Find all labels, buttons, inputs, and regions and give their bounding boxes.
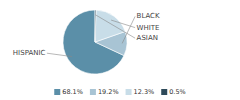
legend-label: 19.2% bbox=[98, 88, 119, 96]
leader-line bbox=[47, 53, 72, 56]
slice-label: BLACK bbox=[137, 12, 160, 20]
legend-swatch bbox=[126, 89, 132, 95]
slice-label: WHITE bbox=[137, 24, 160, 32]
legend-swatch bbox=[90, 89, 96, 95]
pie-slice bbox=[95, 10, 125, 42]
legend-label: 0.5% bbox=[169, 88, 186, 96]
legend: 68.1% 19.2% 12.3% 0.5% bbox=[54, 88, 185, 96]
leader-line bbox=[95, 15, 135, 38]
chart: HISPANIC BLACK WHITE ASIAN 68.1% 19.2% 12.3% 0.… bbox=[0, 0, 240, 100]
slice-label: ASIAN bbox=[137, 34, 158, 42]
slice-label: HISPANIC bbox=[13, 49, 46, 57]
leader-line bbox=[122, 16, 135, 43]
legend-swatch bbox=[161, 89, 167, 95]
legend-label: 68.1% bbox=[62, 88, 83, 96]
legend-swatch bbox=[54, 89, 60, 95]
pie bbox=[63, 10, 127, 74]
legend-label: 12.3% bbox=[134, 88, 155, 96]
